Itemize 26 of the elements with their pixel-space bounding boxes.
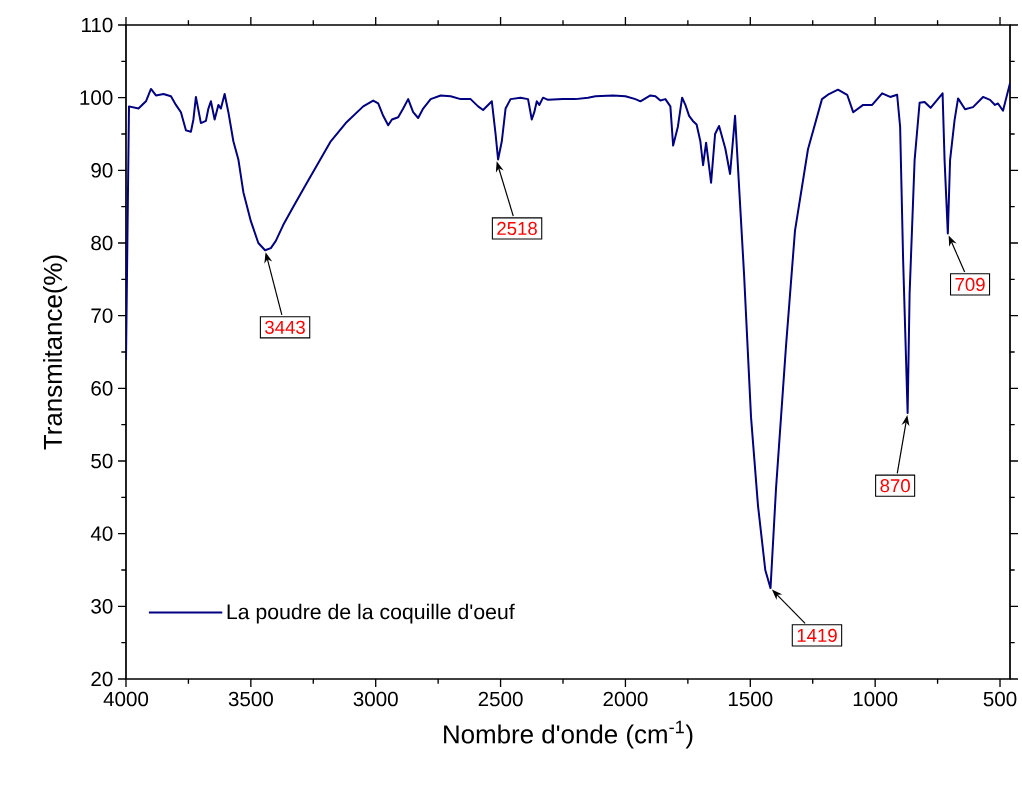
x-tick-label: 500 <box>983 691 1017 707</box>
x-tick-label: 2000 <box>603 691 648 707</box>
x-tick-label: 4000 <box>103 691 149 707</box>
annotation: 3443 <box>265 320 305 334</box>
x-axis-title: Nombre d'onde (cm$^{-1}$) <box>444 720 693 749</box>
y-tick-label: 70 <box>91 308 113 323</box>
annotation: 1419 <box>797 628 837 642</box>
x-tick-label: 3500 <box>228 691 273 707</box>
annotation: 2518 <box>497 221 537 236</box>
x-tick-label: 1000 <box>853 691 898 707</box>
legend-label: La poudre de la coquille d'oeuf <box>227 603 515 624</box>
y-tick-label: 90 <box>91 163 113 178</box>
y-tick-label: 50 <box>91 453 113 469</box>
annotation: 709 <box>955 277 985 291</box>
y-tick-label: 100 <box>80 90 113 105</box>
y-tick-label: 40 <box>90 526 113 541</box>
y-tick-label: 30 <box>91 599 113 614</box>
x-tick-label: 1500 <box>728 691 773 707</box>
y-tick-label: 60 <box>91 381 113 396</box>
y-tick-label: 110 <box>82 17 113 33</box>
x-tick-label: 2500 <box>478 691 523 707</box>
y-tick-label: 80 <box>91 235 113 251</box>
x-tick-label: 3000 <box>353 691 398 707</box>
annotation: 870 <box>880 479 910 493</box>
y-axis-title: Transmitance(%) <box>43 255 68 450</box>
y-tick-label: 20 <box>91 671 113 687</box>
